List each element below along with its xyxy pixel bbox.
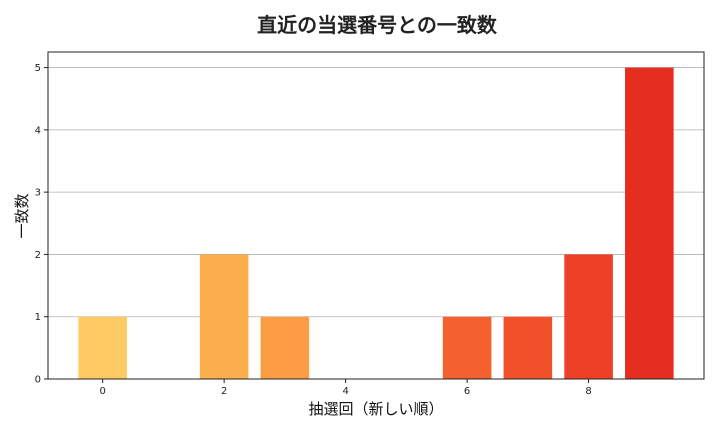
y-tick-label: 1	[35, 312, 41, 323]
x-axis-label: 抽選回（新しい順）	[308, 400, 443, 418]
y-tick-label: 2	[35, 250, 41, 261]
bar	[199, 254, 249, 379]
chart-title: 直近の当選番号との一致数	[257, 13, 498, 37]
bar	[78, 316, 127, 379]
x-tick-label: 4	[342, 386, 348, 397]
bar	[260, 316, 310, 379]
y-axis-label: 一致数	[13, 193, 31, 238]
bar	[564, 254, 613, 379]
x-ticks: 0 2 4 6 8	[99, 379, 592, 397]
bar	[625, 67, 674, 380]
y-tick-label: 5	[35, 63, 41, 74]
plot-frame	[47, 51, 705, 380]
x-tick-label: 0	[99, 386, 105, 397]
x-tick-label: 6	[464, 386, 470, 397]
y-tick-label: 4	[35, 125, 41, 136]
bar	[503, 316, 553, 379]
y-ticks: 0 1 2 3 4 5	[35, 63, 48, 386]
y-tick-label: 0	[35, 375, 41, 386]
bars	[78, 67, 674, 380]
bar	[442, 316, 492, 379]
x-tick-label: 8	[585, 386, 591, 397]
x-tick-label: 2	[221, 386, 227, 397]
y-tick-label: 3	[35, 188, 41, 199]
